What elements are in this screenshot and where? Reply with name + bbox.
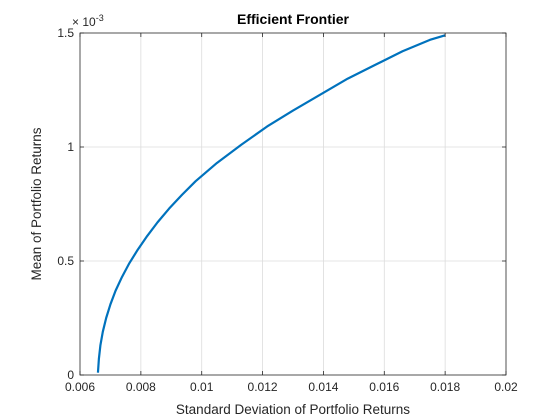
- axes-box: [79, 32, 507, 376]
- frontier-line: [96, 34, 446, 373]
- chart-title: Efficient Frontier: [237, 11, 350, 27]
- y-tick-label: 0: [67, 368, 74, 382]
- y-tick-labels: 0 0.5 1 1.5: [57, 26, 74, 382]
- y-tick-label: 1: [67, 140, 74, 154]
- x-tick-label: 0.01: [190, 380, 214, 394]
- y-axis-label: Mean of Portfolio Returns: [29, 127, 44, 280]
- y-exponent-power: -3: [96, 13, 104, 23]
- y-axis-exponent: × 10-3: [72, 13, 104, 29]
- x-tick-label: 0.014: [308, 380, 338, 394]
- x-axis-label: Standard Deviation of Portfolio Returns: [176, 402, 410, 417]
- y-tick-label: 1.5: [57, 26, 74, 40]
- series-layer: [96, 34, 446, 373]
- x-tick-label: 0.006: [65, 380, 95, 394]
- grid-lines: [80, 33, 506, 375]
- x-tick-labels: 0.006 0.008 0.01 0.012 0.014 0.016 0.018 0.02: [65, 380, 518, 394]
- x-tick-label: 0.018: [430, 380, 460, 394]
- x-tick-label: 0.016: [369, 380, 399, 394]
- plot-area: [80, 33, 506, 375]
- x-tick-label: 0.008: [126, 380, 156, 394]
- y-tick-label: 0.5: [57, 254, 74, 268]
- x-tick-label: 0.02: [494, 380, 518, 394]
- y-exponent-base: × 10: [72, 15, 96, 29]
- x-tick-label: 0.012: [248, 380, 278, 394]
- tick-marks: [79, 32, 507, 376]
